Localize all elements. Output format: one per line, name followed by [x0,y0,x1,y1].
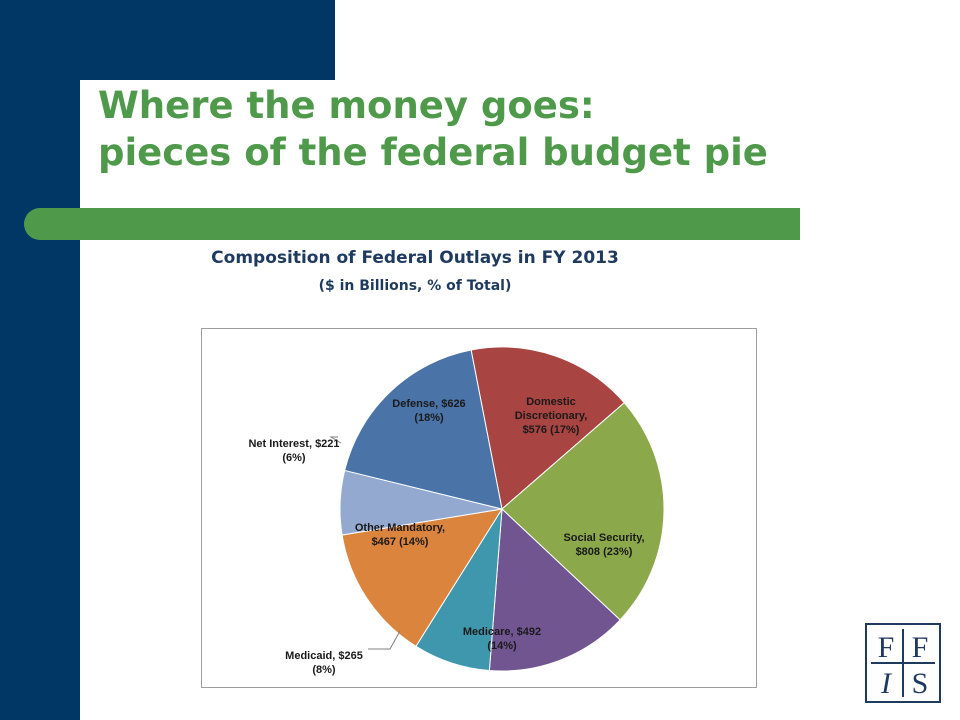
ffis-logo: F F I S [865,623,941,703]
chart-subtitle: ($ in Billions, % of Total) [318,278,512,294]
leader-line [368,630,401,650]
svg-text:F: F [878,631,895,664]
slice-data-label: Medicare, $492 (14%) [463,626,541,652]
pie-slice [344,349,503,510]
top-navy-block [0,0,335,80]
chart-title: Composition of Federal Outlays in FY 201… [211,248,619,268]
pie-chart: Domestic Discretionary, $576 (17%) Social S… [248,346,665,676]
slice-data-label: Domestic Discretionary, $576 (17%) [515,396,588,436]
title-underline-bar [24,208,800,240]
pie-slice [470,346,626,510]
slice-data-label: Defense, $626 (18%) [392,398,465,424]
pie-slice [501,402,665,621]
chart-frame: Domestic Discretionary, $576 (17%) Social S… [201,328,757,688]
pie-slice [341,508,504,647]
pie-slice [488,507,621,672]
leader-line [329,436,342,444]
slice-data-label: Other Mandatory, $467 (14%) [355,522,445,548]
svg-text:S: S [912,667,929,700]
slice-data-label: Social Security, $808 (23%) [563,532,644,558]
slide-title-line-2: pieces of the federal budget pie [98,131,768,174]
svg-text:F: F [912,631,929,664]
slice-data-label: Net Interest, $221 (6%) [248,438,339,464]
slide-title: Where the money goes: pieces of the fede… [98,82,858,176]
slide-title-line-1: Where the money goes: [98,84,595,127]
slice-data-label: Medicaid, $265 (8%) [285,650,363,676]
svg-text:I: I [880,667,893,700]
ffis-logo-mark: F F I S [867,625,939,701]
left-navy-band [0,0,80,720]
